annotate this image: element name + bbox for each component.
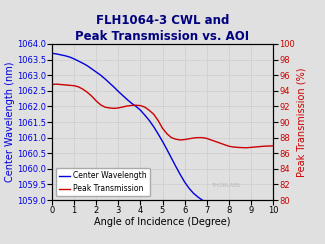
Peak Transmission xyxy=(103,106,107,109)
Center Wavelength xyxy=(116,90,120,93)
Y-axis label: Peak Transmission (%): Peak Transmission (%) xyxy=(296,67,306,177)
Peak Transmission xyxy=(200,136,204,139)
Title: FLH1064-3 CWL and
Peak Transmission vs. AOI: FLH1064-3 CWL and Peak Transmission vs. … xyxy=(75,14,250,43)
Peak Transmission xyxy=(50,83,54,86)
Peak Transmission xyxy=(266,145,270,148)
Line: Center Wavelength: Center Wavelength xyxy=(52,53,273,244)
Legend: Center Wavelength, Peak Transmission: Center Wavelength, Peak Transmission xyxy=(56,168,150,196)
Peak Transmission xyxy=(55,83,58,86)
Peak Transmission xyxy=(244,146,248,149)
Center Wavelength xyxy=(99,74,103,77)
Peak Transmission xyxy=(271,144,275,147)
Y-axis label: Center Wavelength (nm): Center Wavelength (nm) xyxy=(5,62,15,182)
Peak Transmission xyxy=(121,106,125,109)
Center Wavelength xyxy=(209,203,213,206)
Center Wavelength xyxy=(196,195,200,198)
Center Wavelength xyxy=(50,52,54,55)
Peak Transmission xyxy=(214,140,217,143)
Center Wavelength xyxy=(121,94,125,97)
X-axis label: Angle of Incidence (Degree): Angle of Incidence (Degree) xyxy=(94,217,231,227)
Line: Peak Transmission: Peak Transmission xyxy=(52,84,273,148)
Text: THORLABS: THORLABS xyxy=(211,183,240,188)
Peak Transmission xyxy=(125,104,129,107)
